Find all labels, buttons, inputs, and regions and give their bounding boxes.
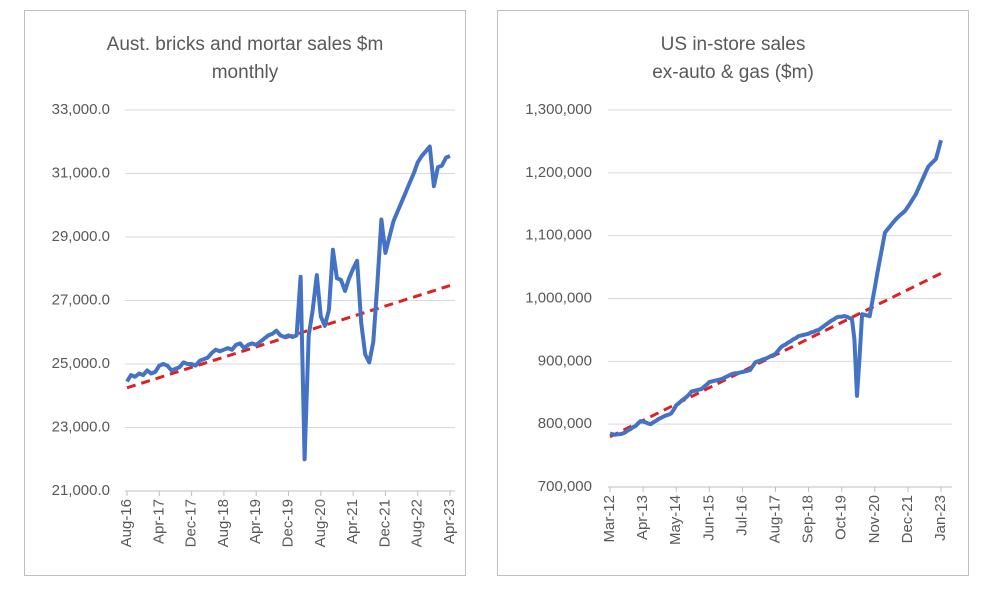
x-tick-label: Dec-19 <box>279 499 296 547</box>
x-tick-label: Mar-12 <box>601 495 618 543</box>
series-line <box>125 144 451 462</box>
x-tick-label: Oct-19 <box>833 495 850 540</box>
y-tick-label: 33,000.0 <box>52 101 110 118</box>
y-tick-label: 900,000 <box>538 352 592 369</box>
x-tick-label: Apr-13 <box>634 495 651 540</box>
y-tick-label: 700,000 <box>538 478 592 495</box>
x-tick-label: Apr-23 <box>441 499 458 544</box>
x-tick-label: Dec-21 <box>899 495 916 543</box>
x-tick-label: Jan-23 <box>932 495 949 541</box>
panel-frame <box>24 10 466 576</box>
x-tick-label: Aug-22 <box>409 499 426 547</box>
y-tick-label: 21,000.0 <box>52 482 110 499</box>
chart-title: Aust. bricks and mortar sales $m <box>107 34 384 55</box>
x-tick-label: Apr-21 <box>344 499 361 544</box>
y-tick-label: 1,300,000 <box>525 101 592 118</box>
x-tick-label: Sep-18 <box>800 495 817 543</box>
y-tick-label: 25,000.0 <box>52 355 110 372</box>
y-tick-label: 1,000,000 <box>525 289 592 306</box>
x-tick-label: Apr-19 <box>247 499 264 544</box>
chart-title: monthly <box>212 62 279 83</box>
y-tick-label: 27,000.0 <box>52 291 110 308</box>
x-tick-label: Aug-20 <box>312 499 329 547</box>
y-tick-label: 800,000 <box>538 415 592 432</box>
x-tick-label: Aug-17 <box>766 495 783 543</box>
y-tick-label: 31,000.0 <box>52 164 110 181</box>
chart-title: US in-store sales <box>661 34 806 55</box>
x-tick-label: Aug-16 <box>118 499 135 547</box>
x-tick-label: Jul-16 <box>733 495 750 536</box>
x-tick-label: May-14 <box>667 495 684 545</box>
x-tick-label: Dec-21 <box>376 499 393 547</box>
panel-frame <box>497 10 969 576</box>
chart-title: ex-auto & gas ($m) <box>652 62 814 83</box>
x-tick-label: Dec-17 <box>183 499 200 547</box>
y-tick-label: 23,000.0 <box>52 418 110 435</box>
series-line <box>609 139 943 437</box>
y-tick-label: 29,000.0 <box>52 228 110 245</box>
x-tick-label: Aug-18 <box>215 499 232 547</box>
x-tick-label: Apr-17 <box>150 499 167 544</box>
y-tick-label: 1,100,000 <box>525 227 592 244</box>
x-tick-label: Nov-20 <box>866 495 883 543</box>
y-tick-label: 1,200,000 <box>525 164 592 181</box>
x-tick-label: Jun-15 <box>700 495 717 541</box>
